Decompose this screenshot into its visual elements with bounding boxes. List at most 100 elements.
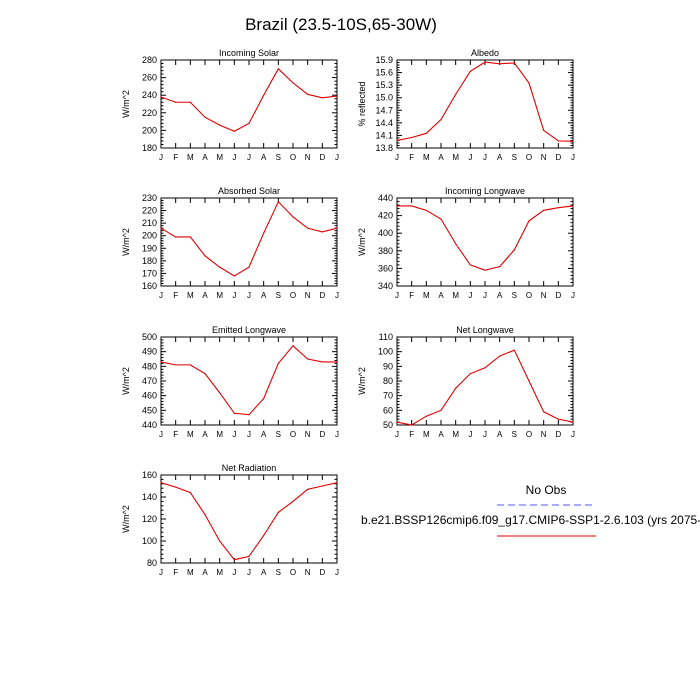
x-tick-label: J (335, 291, 339, 300)
y-tick-label: 60 (383, 405, 393, 415)
data-point (411, 205, 413, 207)
x-tick-label: A (497, 153, 503, 162)
data-point (336, 95, 338, 97)
x-tick-label: J (335, 153, 339, 162)
x-tick-label: J (232, 291, 236, 300)
x-tick-label: M (187, 153, 194, 162)
x-tick-label: S (276, 153, 281, 162)
data-point (321, 361, 323, 363)
data-point (307, 488, 309, 490)
plot-frame (396, 197, 574, 287)
y-tick-label: 160 (142, 470, 157, 480)
x-tick-label: N (541, 291, 547, 300)
x-tick-label: J (232, 430, 236, 439)
x-tick-label: J (483, 291, 487, 300)
x-tick-label: S (512, 153, 517, 162)
y-tick-label: 180 (142, 143, 157, 153)
chart-panel: Absorbed Solar W/m^2 160 170 180 190 200 210 220… (121, 186, 339, 300)
data-point (160, 96, 162, 98)
x-tick-label: J (468, 430, 472, 439)
panel-title: Net Longwave (456, 325, 514, 335)
x-tick-label: A (261, 291, 267, 300)
data-point (336, 482, 338, 484)
x-tick-label: N (305, 153, 311, 162)
data-point (557, 207, 559, 209)
figure-title: Brazil (23.5-10S,65-30W) (245, 15, 437, 34)
y-tick-label: 190 (142, 243, 157, 253)
plot-frame (160, 59, 338, 149)
data-point (307, 93, 309, 95)
x-tick-label: D (555, 153, 561, 162)
x-tick-label: F (409, 153, 414, 162)
data-point (277, 201, 279, 203)
panel-title: Albedo (471, 48, 499, 58)
data-point (499, 63, 501, 65)
data-point (233, 275, 235, 277)
x-tick-label: J (232, 568, 236, 577)
x-tick-label: S (512, 430, 517, 439)
x-tick-label: M (452, 430, 459, 439)
data-point (219, 124, 221, 126)
data-point (263, 94, 265, 96)
data-point (572, 140, 574, 142)
x-tick-label: J (159, 291, 163, 300)
x-tick-label: M (423, 291, 430, 300)
y-tick-label: 460 (142, 391, 157, 401)
y-tick-label: 240 (142, 90, 157, 100)
y-tick-label: 200 (142, 125, 157, 135)
x-tick-label: J (483, 430, 487, 439)
y-tick-label: 110 (379, 332, 393, 342)
x-tick-label: S (512, 291, 517, 300)
data-point (469, 373, 471, 375)
x-tick-label: A (497, 291, 503, 300)
y-tick-label: 13.8 (375, 143, 393, 153)
data-point (204, 255, 206, 257)
x-tick-label: J (159, 153, 163, 162)
y-tick-label: 15.0 (375, 93, 393, 103)
x-tick-label: J (468, 291, 472, 300)
data-point (336, 227, 338, 229)
x-tick-label: A (261, 430, 267, 439)
x-tick-label: F (173, 291, 178, 300)
x-tick-label: A (202, 430, 208, 439)
data-point (396, 205, 398, 207)
data-point (484, 269, 486, 271)
y-axis-label: W/m^2 (121, 90, 131, 118)
x-tick-label: J (483, 153, 487, 162)
data-point (263, 534, 265, 537)
series-line (160, 67, 338, 132)
data-point (219, 266, 221, 268)
y-tick-label: 400 (378, 228, 393, 238)
data-point (292, 216, 294, 218)
x-tick-label: M (216, 291, 223, 300)
x-tick-label: N (305, 291, 311, 300)
x-tick-label: O (290, 153, 296, 162)
data-point (233, 559, 235, 561)
x-tick-label: J (159, 430, 163, 439)
y-tick-label: 230 (142, 193, 157, 203)
y-tick-label: 220 (142, 206, 157, 216)
data-point (321, 231, 323, 233)
data-point (307, 358, 309, 360)
x-tick-label: S (276, 291, 281, 300)
x-tick-label: J (335, 430, 339, 439)
data-point (469, 70, 471, 72)
series-line (160, 482, 338, 561)
y-tick-label: 140 (142, 492, 157, 502)
x-tick-label: M (423, 430, 430, 439)
data-point (396, 139, 398, 142)
data-point (233, 412, 235, 414)
y-tick-label: 440 (142, 420, 157, 430)
data-point (263, 398, 265, 400)
x-tick-label: F (173, 568, 178, 577)
x-tick-label: N (305, 568, 311, 577)
x-tick-label: A (438, 430, 444, 439)
x-tick-label: A (497, 430, 503, 439)
y-axis-label: W/m^2 (357, 228, 367, 256)
y-tick-label: 170 (142, 268, 157, 278)
x-tick-label: D (555, 291, 561, 300)
y-tick-label: 80 (147, 558, 157, 568)
y-axis-label: W/m^2 (357, 367, 367, 395)
data-point (425, 132, 427, 134)
